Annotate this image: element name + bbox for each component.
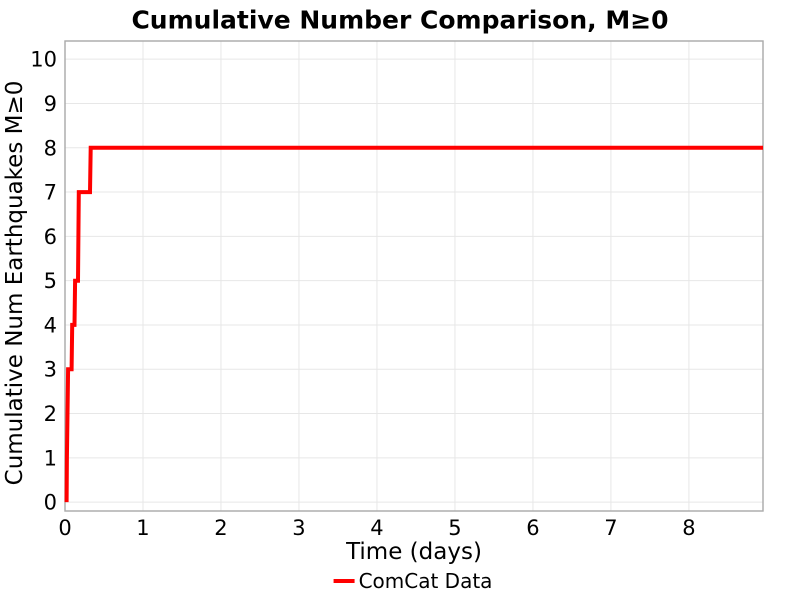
x-tick-label: 2 (214, 516, 227, 540)
y-tick-label: 7 (44, 181, 57, 205)
chart-title: Cumulative Number Comparison, M≥0 (131, 5, 669, 35)
y-tick-label: 3 (44, 358, 57, 382)
x-axis-label: Time (days) (346, 539, 482, 565)
y-tick-label: 1 (44, 446, 57, 470)
y-tick-label: 8 (44, 136, 57, 160)
legend-line-marker (333, 579, 355, 583)
x-tick-label: 1 (136, 516, 149, 540)
y-tick-label: 4 (44, 313, 57, 337)
y-tick-label: 5 (44, 269, 57, 293)
x-tick-label: 0 (58, 516, 71, 540)
y-tick-label: 6 (44, 225, 57, 249)
x-tick-label: 6 (526, 516, 539, 540)
y-tick-label: 10 (30, 48, 57, 72)
x-tick-label: 4 (370, 516, 383, 540)
axes-frame (64, 40, 764, 512)
x-tick-label: 7 (604, 516, 617, 540)
y-tick-label: 0 (44, 491, 57, 515)
legend: ComCat Data (333, 569, 493, 593)
legend-label: ComCat Data (358, 569, 493, 593)
y-tick-label: 2 (44, 402, 57, 426)
series-line (64, 145, 763, 503)
x-tick-label: 8 (682, 516, 695, 540)
x-tick-label: 3 (292, 516, 305, 540)
x-tick-label: 5 (448, 516, 461, 540)
y-tick-label: 9 (44, 92, 57, 116)
